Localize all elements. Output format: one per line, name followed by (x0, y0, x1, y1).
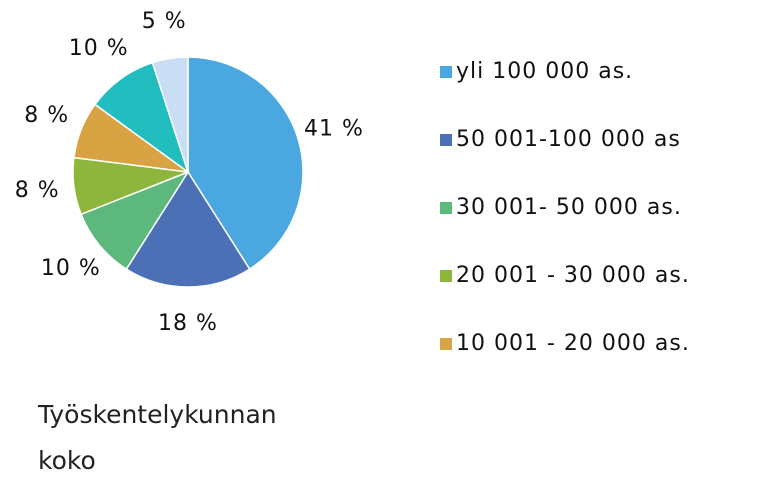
data-label: 8 % (15, 178, 60, 203)
legend-label: 50 001-100 000 as (456, 127, 681, 152)
pie-slice (125, 170, 251, 288)
legend-swatch (440, 338, 452, 350)
pie-slice (151, 56, 189, 173)
data-label: 5 % (142, 9, 187, 34)
legend-label: 10 001 - 20 000 as. (456, 331, 690, 356)
legend-swatch (440, 202, 452, 214)
legend-label: yli 100 000 as. (456, 59, 633, 84)
data-label: 10 % (41, 256, 101, 281)
chart-title: Työskentelykunnan koko (38, 400, 277, 475)
legend-swatch (440, 134, 452, 146)
legend-label: 20 001 - 30 000 as. (456, 263, 690, 288)
data-label: 41 % (304, 117, 364, 142)
legend-label: 30 001- 50 000 as. (456, 195, 682, 220)
pie-slice (93, 61, 190, 174)
data-label: 18 % (158, 311, 218, 336)
pie-slice (80, 170, 190, 271)
data-label: 10 % (69, 36, 129, 61)
chart: 41 % 18 % 10 % 8 % 8 % 10 % 5 % yli 100 000 as.… (15, 9, 690, 356)
data-label: 8 % (24, 103, 69, 128)
legend-swatch (440, 270, 452, 282)
legend-swatch (440, 66, 452, 78)
